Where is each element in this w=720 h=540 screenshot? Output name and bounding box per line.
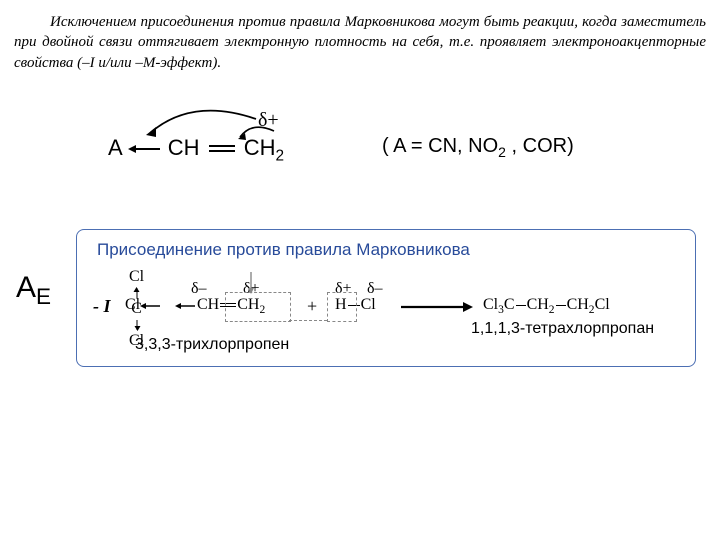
frame-wrap: AE Присоединение против правила Марковни… xyxy=(24,229,696,367)
delta-minus-1: δ– xyxy=(191,280,207,298)
dashed-connector xyxy=(289,320,327,321)
product-formula: Cl3CCH2CH2Cl xyxy=(483,296,610,316)
p-b2 xyxy=(556,305,566,306)
c-center: C xyxy=(129,300,144,318)
frame-title: Присоединение против правила Марковников… xyxy=(97,240,681,260)
reaction-arrow xyxy=(401,300,473,319)
reactant-name: 3,3,3-трихлорпропен xyxy=(135,336,289,354)
reaction-row: - I Cl Cl C Cl CHCH2 δ– δ+ + xyxy=(91,266,681,356)
p-ch2b: CH xyxy=(567,296,589,313)
p-clend: Cl xyxy=(595,296,610,313)
dashed-box-left xyxy=(225,292,291,322)
group-CH2b: 2 xyxy=(276,147,285,164)
scheme-top: A CH CH2 δ+ ( A = CN, NO2 , COR) xyxy=(0,107,720,187)
AE-E: E xyxy=(36,284,51,309)
bond-arrow-2 xyxy=(175,301,197,309)
group-A: A xyxy=(108,135,121,160)
plus-sign: + xyxy=(307,296,317,317)
minus-I-label: - I xyxy=(93,296,111,317)
AE-A: A xyxy=(16,271,36,304)
hcl-cl: Cl xyxy=(361,296,376,313)
reaction-frame: Присоединение против правила Марковников… xyxy=(76,229,696,367)
dashed-box-right xyxy=(327,292,357,322)
intro-line1: Исключением присоединения против правила… xyxy=(50,14,578,30)
p-2a: 2 xyxy=(549,304,555,316)
substituent-note: ( A = CN, NO2 , COR) xyxy=(382,135,574,160)
group-CH: CH xyxy=(168,135,200,160)
p-c: C xyxy=(504,296,515,313)
p-ch2a: CH xyxy=(527,296,549,313)
cl-top: Cl xyxy=(129,268,144,286)
p-b1 xyxy=(516,305,526,306)
note-sub: 2 xyxy=(498,144,506,160)
curved-arrow-top xyxy=(144,105,264,137)
bond-arrow-1 xyxy=(128,136,162,162)
p-cl: Cl xyxy=(483,296,498,313)
intro-paragraph: Исключением присоединения против правила… xyxy=(0,0,720,79)
AE-label: AE xyxy=(16,271,51,310)
note-open: ( A = CN, NO xyxy=(382,135,498,157)
ch-1: CH xyxy=(197,296,219,313)
double-bond xyxy=(209,145,235,152)
note-close: , COR) xyxy=(506,135,574,157)
product-name: 1,1,1,3-тетрахлорпропан xyxy=(471,320,654,338)
